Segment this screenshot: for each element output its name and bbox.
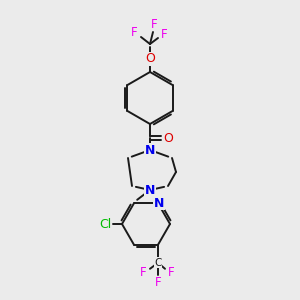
Text: F: F bbox=[161, 28, 167, 40]
Text: N: N bbox=[145, 143, 155, 157]
Text: N: N bbox=[145, 143, 155, 157]
Text: C: C bbox=[154, 258, 162, 268]
Text: N: N bbox=[145, 184, 155, 196]
Text: F: F bbox=[168, 266, 174, 279]
Text: O: O bbox=[145, 52, 155, 65]
Text: Cl: Cl bbox=[99, 218, 111, 230]
Text: F: F bbox=[140, 266, 146, 279]
Text: F: F bbox=[131, 26, 137, 38]
Text: N: N bbox=[154, 197, 164, 210]
Text: O: O bbox=[163, 131, 173, 145]
Text: F: F bbox=[155, 276, 161, 289]
Text: F: F bbox=[151, 17, 157, 31]
